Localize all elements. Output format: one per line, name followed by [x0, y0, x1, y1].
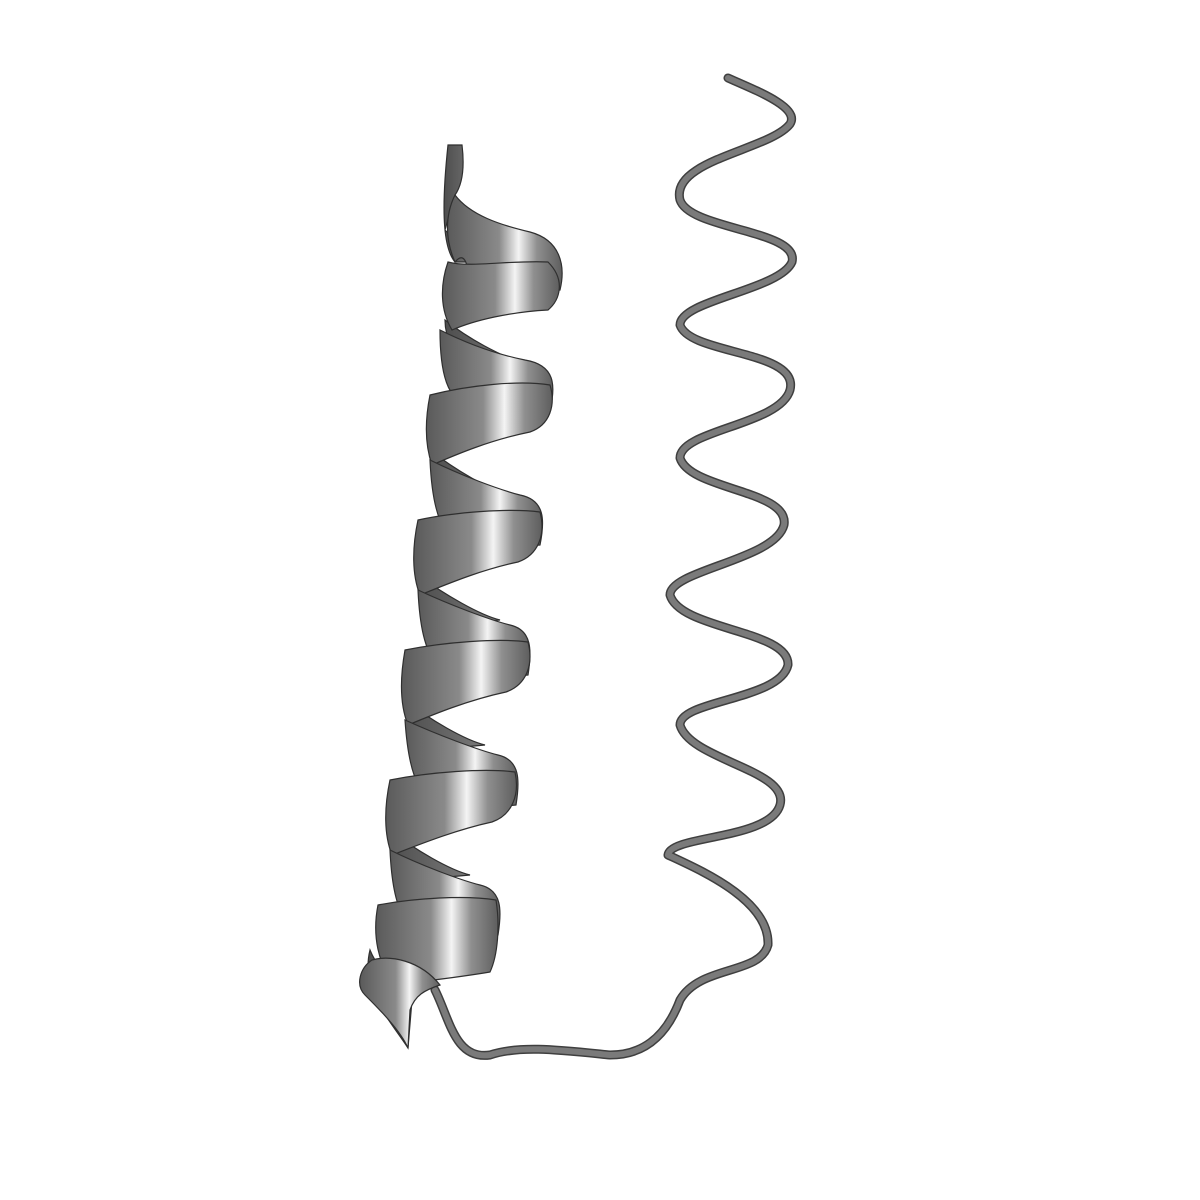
coil-tube — [430, 73, 797, 1060]
helix-turn — [413, 509, 543, 596]
helix-turn — [385, 769, 518, 856]
helix-terminus — [359, 957, 442, 1049]
helix-ribbon — [359, 144, 563, 1050]
helix-turn — [425, 382, 553, 466]
helix-turn — [441, 261, 560, 331]
helix-turn — [400, 639, 531, 726]
coil-path — [432, 75, 796, 1059]
